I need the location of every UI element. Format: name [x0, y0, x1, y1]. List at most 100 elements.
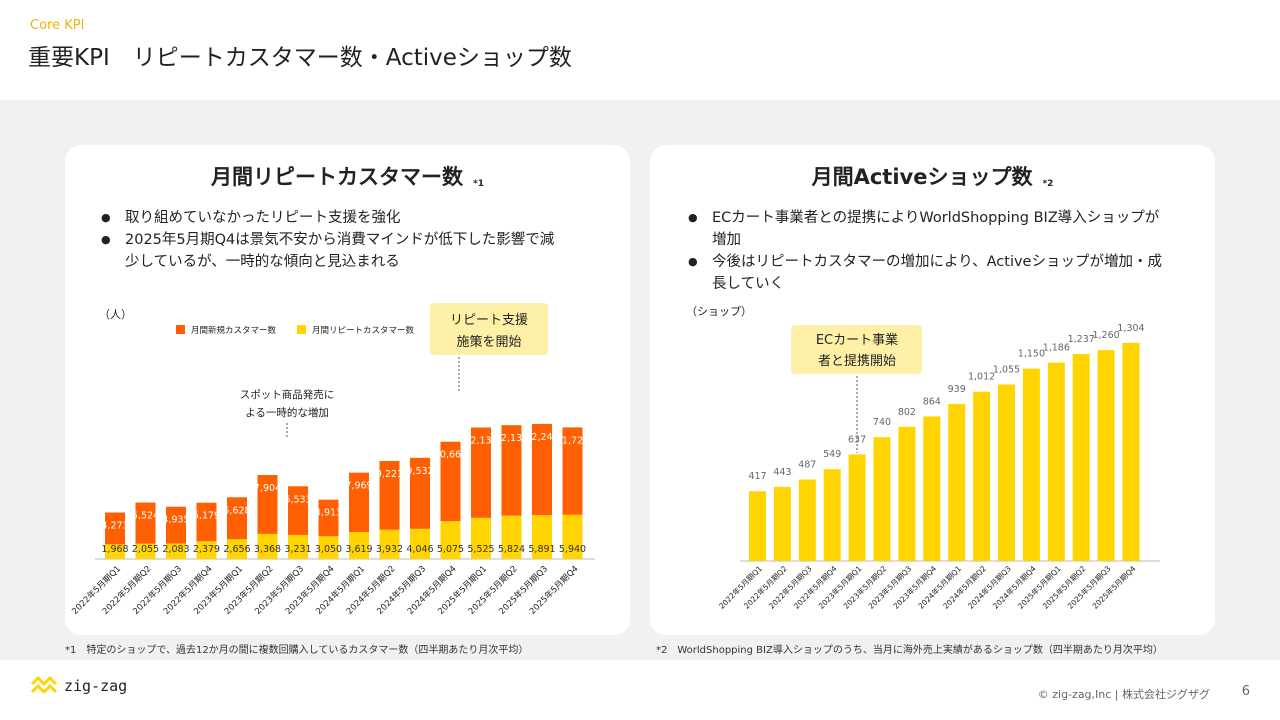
bullet-item: ECカート事業者との提携によりWorldShopping BIZ導入ショップが増… — [688, 207, 1168, 251]
annotation-text: スポット商品発売に — [240, 388, 335, 401]
x-tick-label: 2024年5月期Q2 — [941, 563, 989, 611]
x-tick-label: 2023年5月期Q3 — [866, 563, 914, 611]
data-label-repeat: 2,083 — [162, 544, 189, 555]
data-label-shops: 443 — [773, 467, 791, 478]
data-label-repeat: 2,379 — [193, 544, 220, 555]
data-label-repeat: 3,619 — [345, 544, 372, 555]
bar-repeat — [227, 539, 247, 559]
bullets-right: ECカート事業者との提携によりWorldShopping BIZ導入ショップが増… — [688, 207, 1168, 295]
bar-shops — [923, 416, 941, 561]
repeat-customer-chart: （人）月間新規カスタマー数 月間リピートカスタマー数1,9684,2732022年… — [70, 303, 595, 617]
data-label-new: 9,532 — [406, 466, 433, 477]
bullet-item: 取り組めていなかったリピート支援を強化 — [101, 207, 561, 229]
y-unit-label: （人） — [99, 308, 132, 321]
x-tick-label: 2025年5月期Q1 — [1015, 563, 1063, 611]
bar-repeat — [166, 543, 186, 559]
data-label-new: 6,533 — [284, 494, 311, 505]
data-label-shops: 939 — [948, 384, 966, 395]
x-tick-label: 2022年5月期Q4 — [791, 563, 839, 611]
bar-repeat — [257, 533, 278, 559]
page-title: 重要KPI リピートカスタマー数・Activeショップ数 — [28, 45, 572, 71]
bar-new — [257, 475, 278, 534]
data-label-shops: 1,150 — [1018, 349, 1045, 360]
x-tick-label: 2023年5月期Q1 — [816, 563, 864, 611]
data-label-new: 4,913 — [315, 508, 342, 519]
panel-title-right: 月間Activeショップ数 *2 — [811, 165, 1054, 189]
bar-shops — [1022, 368, 1040, 561]
data-label-shops: 1,304 — [1117, 323, 1144, 334]
legend-label-new: 月間新規カスタマー数 — [191, 325, 277, 336]
bar-repeat — [562, 514, 583, 559]
repeat-customer-panel: 月間リピートカスタマー数*1 取り組めていなかったリピート支援を強化 2025年… — [65, 145, 630, 635]
callout-box — [430, 303, 548, 355]
data-label-repeat: 5,075 — [437, 544, 464, 555]
data-label-shops: 1,012 — [968, 372, 995, 383]
data-label-shops: 549 — [823, 449, 841, 460]
data-label-repeat: 3,231 — [284, 544, 311, 555]
legend-swatch-new — [176, 325, 185, 334]
data-label-shops: 487 — [798, 460, 816, 471]
data-label-new: 5,179 — [193, 511, 220, 522]
y-unit-label: （ショップ） — [686, 305, 752, 318]
bar-new — [196, 502, 217, 542]
footnote-left: *1 特定のショップで、過去12か月の間に複数回購入しているカスタマー数（四半期… — [65, 645, 529, 656]
bar-shops — [998, 384, 1015, 561]
data-label-shops: 637 — [848, 434, 866, 445]
callout-text: 者と提携開始 — [818, 353, 896, 369]
data-label-repeat: 3,050 — [315, 544, 342, 555]
bar-shops — [873, 437, 891, 561]
x-tick-label: 2025年5月期Q4 — [1090, 563, 1138, 611]
bar-shops — [823, 469, 841, 561]
legend-label-repeat: 月間リピートカスタマー数 — [312, 325, 415, 336]
bar-repeat — [501, 515, 522, 559]
bar-new — [562, 427, 583, 515]
bar-shops — [1072, 354, 1090, 561]
bar-repeat — [532, 515, 552, 559]
data-label-new: 4,273 — [101, 521, 128, 532]
bar-new — [227, 497, 247, 540]
data-label-shops: 1,055 — [993, 364, 1020, 375]
data-label-shops: 802 — [898, 407, 916, 418]
x-tick-label: 2025年5月期Q2 — [1040, 563, 1088, 611]
bullets-left: 取り組めていなかったリピート支援を強化 2025年5月期Q4は景気不安から消費マ… — [101, 207, 561, 273]
data-label-shops: 417 — [748, 471, 766, 482]
x-tick-label: 2025年5月期Q3 — [1065, 563, 1113, 611]
header: Core KPI 重要KPI リピートカスタマー数・Activeショップ数 — [0, 0, 1280, 100]
x-tick-label: 2022年5月期Q2 — [741, 563, 789, 611]
x-tick-label: 2024年5月期Q1 — [916, 563, 964, 611]
x-tick-label: 2022年5月期Q3 — [766, 563, 814, 611]
data-label-repeat: 2,055 — [132, 544, 159, 555]
bar-repeat — [440, 521, 461, 559]
data-label-repeat: 4,046 — [406, 544, 433, 555]
bar-shops — [948, 403, 966, 561]
bar-repeat — [379, 529, 400, 559]
data-label-new: 7,904 — [254, 483, 281, 494]
eyebrow: Core KPI — [30, 18, 85, 33]
data-label-new: 5,524 — [132, 511, 159, 522]
bar-new — [105, 512, 125, 545]
bar-shops — [1122, 342, 1140, 561]
legend-swatch-repeat — [297, 325, 306, 334]
data-label-new: 10,667 — [434, 450, 467, 461]
data-label-new: 12,130 — [464, 435, 497, 446]
bar-shops — [848, 454, 866, 561]
annotation-text: よる一時的な増加 — [245, 406, 329, 419]
x-tick-label: 2023年5月期Q2 — [841, 563, 889, 611]
data-label-new: 9,221 — [376, 469, 403, 480]
data-label-repeat: 5,525 — [467, 544, 494, 555]
data-label-shops: 1,260 — [1092, 330, 1119, 341]
panel-title-left: 月間リピートカスタマー数 *1 — [211, 165, 484, 189]
data-label-repeat: 5,824 — [498, 544, 525, 555]
footnote-right: *2 WorldShopping BIZ導入ショップのうち、当月に海外売上実績が… — [656, 645, 1163, 656]
data-label-shops: 864 — [923, 396, 941, 407]
bar-shops — [773, 486, 791, 561]
bar-new — [501, 425, 522, 516]
callout-text: リピート支援 — [450, 313, 528, 328]
bar-repeat — [410, 528, 430, 559]
data-label-new: 12,240 — [525, 432, 558, 443]
bar-repeat — [105, 544, 125, 559]
data-label-new: 4,935 — [162, 515, 189, 526]
data-label-repeat: 3,368 — [254, 544, 281, 555]
data-label-shops: 1,186 — [1043, 343, 1070, 354]
data-label-new: 7,969 — [345, 481, 372, 492]
